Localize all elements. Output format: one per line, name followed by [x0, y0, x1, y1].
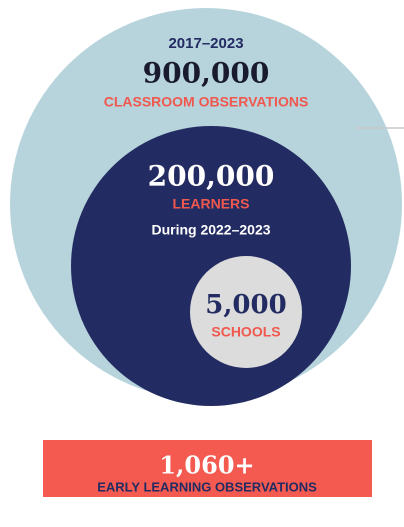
middle-label: LEARNERS — [172, 196, 249, 212]
inner-number: 5,000 — [205, 290, 286, 320]
period: 2017–2023 — [168, 35, 243, 52]
callout-label: EARLY LEARNING OBSERVATIONS — [97, 479, 317, 494]
outer-label: CLASSROOM OBSERVATIONS — [104, 94, 309, 110]
middle-note: During 2022–2023 — [151, 222, 270, 238]
middle-number: 200,000 — [148, 160, 275, 193]
inner-label: SCHOOLS — [211, 324, 280, 340]
outer-number: 900,000 — [143, 57, 270, 90]
inner-circle — [190, 256, 302, 368]
callout-box — [43, 440, 372, 497]
callout-number: 1,060+ — [159, 451, 254, 480]
